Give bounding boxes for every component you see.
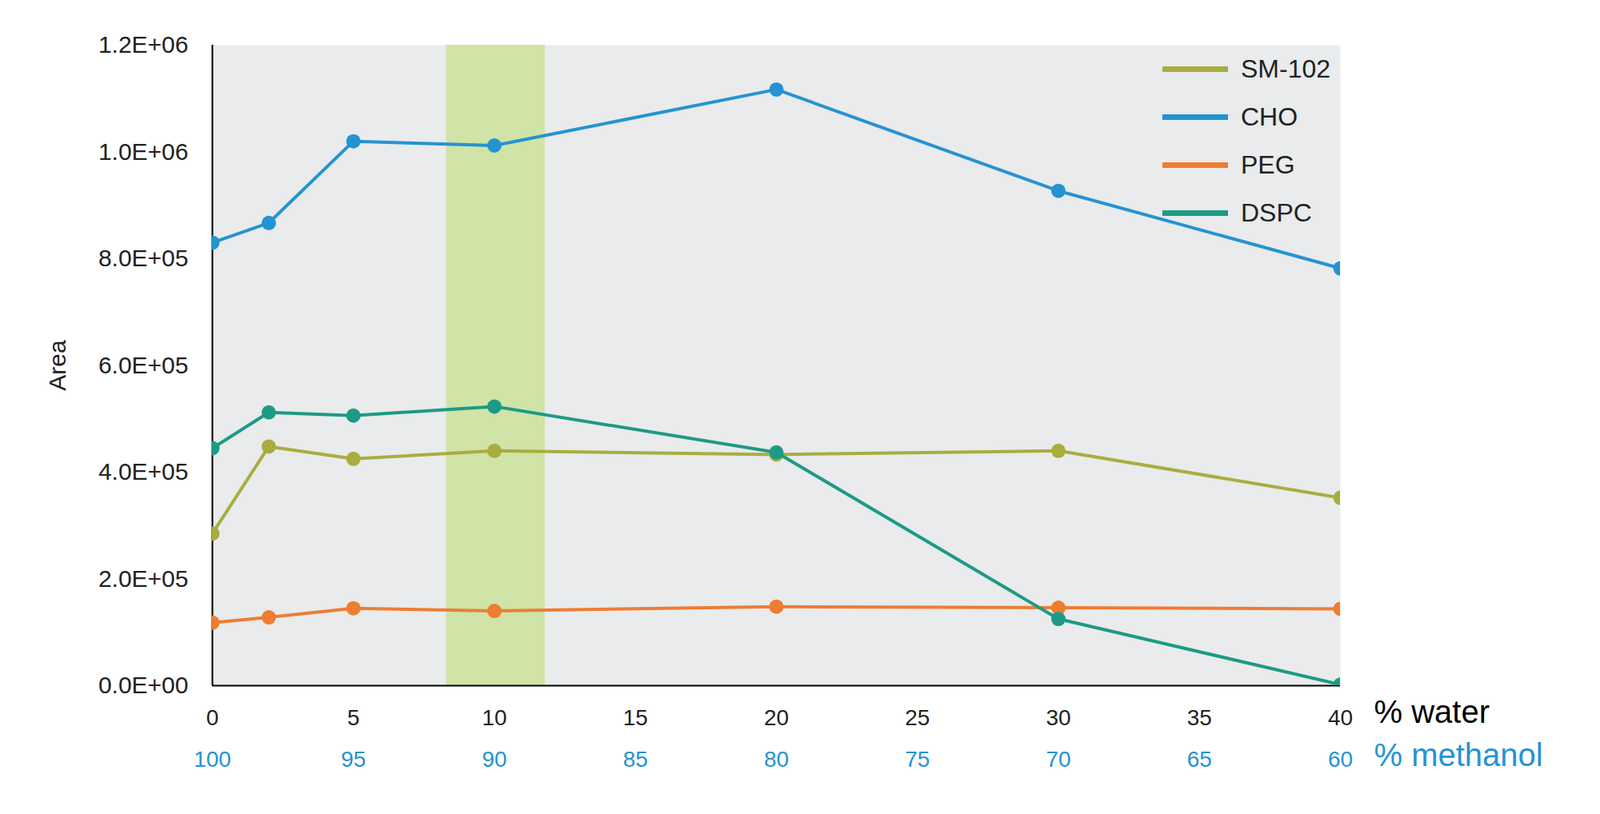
svg-text:0: 0 (206, 705, 220, 731)
svg-text:65: 65 (1187, 747, 1212, 772)
svg-text:% methanol: % methanol (1374, 737, 1544, 773)
svg-text:6.0E+05: 6.0E+05 (98, 352, 189, 379)
svg-text:80: 80 (764, 747, 789, 772)
svg-text:2.0E+05: 2.0E+05 (98, 565, 189, 592)
svg-text:0.0E+00: 0.0E+00 (98, 672, 189, 699)
svg-text:40: 40 (1328, 705, 1353, 731)
svg-text:25: 25 (904, 705, 930, 731)
svg-text:35: 35 (1187, 705, 1212, 731)
html-text:SM-102: SM-102 (1240, 54, 1331, 83)
svg-text:100: 100 (193, 747, 232, 772)
html-text:PEG: PEG (1240, 150, 1295, 179)
svg-text:1.2E+06: 1.2E+06 (98, 31, 189, 58)
html-text:CHO: CHO (1240, 102, 1298, 131)
svg-text:8.0E+05: 8.0E+05 (98, 244, 189, 272)
svg-text:30: 30 (1045, 705, 1071, 731)
svg-text:60: 60 (1328, 747, 1353, 772)
svg-text:10: 10 (481, 705, 507, 731)
svg-text:20: 20 (764, 705, 789, 731)
svg-text:% water: % water (1374, 694, 1491, 730)
svg-text:4.0E+05: 4.0E+05 (98, 458, 189, 485)
svg-text:95: 95 (340, 747, 366, 772)
svg-text:5: 5 (347, 705, 360, 731)
html-text:DSPC: DSPC (1240, 198, 1312, 227)
svg-text:1.0E+06: 1.0E+06 (98, 138, 189, 165)
svg-text:75: 75 (904, 747, 930, 772)
svg-text:70: 70 (1045, 747, 1071, 772)
svg-text:85: 85 (623, 747, 648, 772)
svg-text:Area: Area (44, 340, 71, 392)
svg-text:15: 15 (623, 705, 648, 731)
svg-text:90: 90 (481, 747, 507, 772)
